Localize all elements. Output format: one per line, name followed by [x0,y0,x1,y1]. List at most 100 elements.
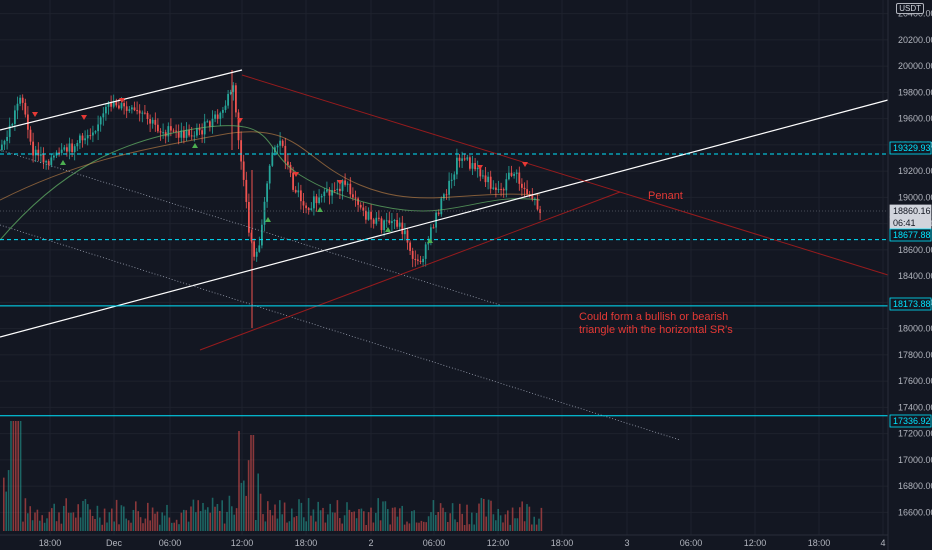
volume-bar [341,523,343,531]
x-axis-tick-label: 06:00 [423,538,446,548]
volume-bar [15,421,17,531]
candle-body [73,146,76,153]
volume-bar [199,511,202,531]
volume-bar [94,518,96,531]
y-axis-tick-label: 19200.00 [898,166,932,176]
candle-body [146,112,149,119]
candle-body [385,220,388,222]
candle-body [526,189,528,195]
candle-body [154,119,157,125]
candle-body [326,189,328,192]
candle-body [515,172,518,174]
candle-body [253,241,255,257]
candle-body [263,201,266,225]
volume-bar [132,509,135,531]
candle-body [183,130,185,138]
dotted-trendline [0,149,501,306]
candle-body [404,230,406,235]
note-line-1: Could form a bullish or bearish [579,311,729,323]
volume-bar [507,510,509,531]
volume-bar [281,514,283,531]
volume-bar [108,512,111,531]
volume-bar [521,501,523,531]
volume-bar [449,513,451,531]
volume-bar [63,505,65,531]
candle-body [398,222,401,227]
volume-bar [391,507,394,531]
volume-bar [55,521,58,531]
volume-bar [353,511,355,531]
volume-bar [418,522,420,531]
volume-bar [336,500,339,531]
candle-body [68,143,71,152]
volume-bar [180,512,183,531]
candle-body [508,172,510,180]
candle-body [279,140,281,146]
candle-body [443,194,445,199]
candle-body [406,230,409,243]
candle-body [417,259,419,261]
volume-bar [461,513,463,531]
candle-body [510,172,513,176]
volume-bar [115,499,118,531]
volume-bar [315,521,317,531]
candle-body [102,113,105,118]
candle-body [505,179,508,191]
volume-bar [111,508,113,531]
volume-bar [437,511,439,531]
candle-body [53,155,55,158]
candle-body [294,189,297,193]
volume-bar [250,435,252,531]
volume-bar [137,511,139,531]
volume-bar [171,522,173,531]
volume-bar [283,502,286,531]
candle-body [271,152,274,166]
volume-bar [209,512,211,531]
volume-bar [262,514,264,531]
volume-bar [46,518,48,531]
volume-bar [41,515,43,531]
volume-bar [415,522,418,531]
candle-body [94,131,97,133]
volume-bar [504,514,507,531]
volume-bar [375,512,377,531]
candle-body [21,97,24,103]
candle-body [47,161,50,165]
candle-body [107,102,110,107]
volume-bar [425,522,427,531]
volume-bar [430,512,432,531]
volume-bar [183,509,185,531]
candle-body [133,107,136,111]
candle-body [307,208,310,210]
volume-bar [89,509,91,531]
y-axis-tick-label: 17600.00 [898,376,932,386]
candle-body [136,110,138,112]
volume-bar [269,509,271,531]
candle-body [219,112,222,119]
candle-body [367,211,370,220]
candle-body [354,197,357,199]
volume-bar [36,509,39,531]
volume-bar [202,502,204,531]
volume-bar [351,512,353,531]
volume-bar [389,524,391,531]
volume-bar [540,507,543,531]
volume-bar [406,521,408,531]
candle-body [476,167,479,170]
volume-bar [317,501,319,531]
candle-body [180,130,183,138]
currency-badge[interactable]: USDT [896,3,924,14]
candle-body [224,105,227,110]
volume-bar [79,517,82,531]
price-label: 18677.88 [893,230,931,240]
candle-body [287,161,289,165]
volume-bar [495,520,497,531]
volume-bar [423,521,425,531]
candle-body [170,126,172,131]
candle-body [289,164,292,173]
candle-body [380,218,383,231]
volume-bar [382,501,384,531]
sell-signal-marker [293,172,299,177]
y-axis-tick-label: 20000.00 [898,61,932,71]
